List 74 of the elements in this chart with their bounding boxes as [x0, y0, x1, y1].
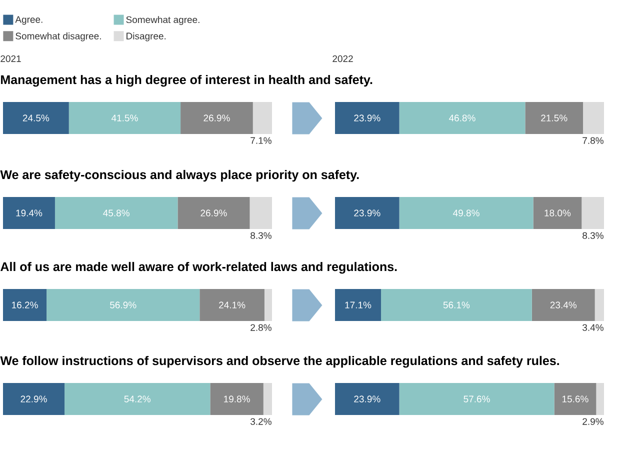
- chart-subtitle: 2021: [0, 55, 21, 62]
- legend-label: Agree.: [15, 16, 42, 25]
- data-label: 41.5%: [111, 114, 138, 122]
- data-label: 19.8%: [224, 396, 250, 402]
- bar: [252, 102, 272, 134]
- legend-label: Somewhat agree.: [126, 16, 200, 25]
- data-label: 3.4%: [582, 324, 604, 331]
- data-label: 26.9%: [204, 114, 230, 122]
- data-label: 17.1%: [345, 302, 372, 308]
- bar: [178, 197, 250, 230]
- data-label: 7.1%: [250, 137, 272, 144]
- bar: [46, 289, 200, 322]
- data-label: 56.9%: [110, 302, 136, 308]
- data-label: 16.2%: [12, 302, 38, 308]
- data-label: 22.9%: [20, 396, 47, 402]
- bar: [3, 289, 47, 322]
- bar: [399, 383, 554, 416]
- bar: [250, 197, 272, 230]
- bar: [335, 289, 382, 322]
- bar: [335, 197, 400, 230]
- bar: [3, 383, 65, 416]
- bar: [594, 289, 604, 322]
- data-label: 21.5%: [541, 114, 568, 122]
- bar: [381, 289, 532, 322]
- chart-title: Management has a high degree of interest in health and safety.: [1, 74, 372, 87]
- data-label: 49.8%: [453, 210, 480, 216]
- data-label: 24.1%: [219, 302, 246, 308]
- bar: [180, 102, 253, 134]
- data-label: 2.9%: [582, 418, 604, 425]
- chart-title: We follow instructions of supervisors and observe the applicable regulations and safety rules.: [0, 356, 559, 368]
- data-label: 23.9%: [354, 396, 380, 402]
- chart-subtitle: 2022: [332, 55, 353, 62]
- data-label: 8.3%: [582, 232, 604, 239]
- bar: [554, 383, 596, 416]
- bar: [532, 289, 595, 322]
- bar: [200, 289, 264, 322]
- bar: [582, 197, 604, 230]
- data-label: 23.9%: [354, 114, 380, 122]
- data-label: 54.2%: [124, 396, 150, 402]
- data-label: 2.8%: [250, 324, 272, 331]
- bar: [533, 197, 582, 230]
- data-label: 23.4%: [550, 302, 577, 308]
- bar: [335, 102, 400, 134]
- data-label: 19.4%: [16, 210, 42, 216]
- bar: [525, 102, 584, 134]
- legend-label: Disagree.: [126, 32, 166, 42]
- data-label: 23.9%: [354, 210, 380, 216]
- data-label: 26.9%: [200, 210, 227, 216]
- bar: [399, 102, 526, 134]
- bar: [399, 197, 534, 230]
- bar: [263, 383, 272, 416]
- chart-title: We are safety-conscious and always place priority on safety.: [0, 170, 359, 182]
- bar: [54, 197, 178, 230]
- bar: [210, 383, 264, 416]
- bar: [335, 383, 400, 416]
- data-label: 57.6%: [464, 396, 490, 402]
- bar: [583, 102, 604, 134]
- data-label: 45.8%: [103, 210, 130, 216]
- bar: [596, 383, 604, 416]
- data-label: 3.2%: [250, 418, 272, 425]
- bar: [68, 102, 181, 134]
- data-label: 15.6%: [562, 396, 588, 402]
- bar: [3, 102, 69, 134]
- bar: [3, 197, 55, 230]
- chart-title: All of us are made well aware of work-related laws and regulations.: [0, 262, 397, 274]
- data-label: 56.1%: [443, 302, 470, 308]
- data-label: 24.5%: [22, 114, 50, 122]
- legend-label: Somewhat disagree.: [16, 32, 101, 42]
- data-label: 18.0%: [544, 210, 571, 216]
- bar: [64, 383, 210, 416]
- data-label: 8.3%: [250, 232, 272, 239]
- data-label: 7.8%: [582, 137, 604, 144]
- bar: [264, 289, 272, 322]
- data-label: 46.8%: [448, 114, 476, 122]
